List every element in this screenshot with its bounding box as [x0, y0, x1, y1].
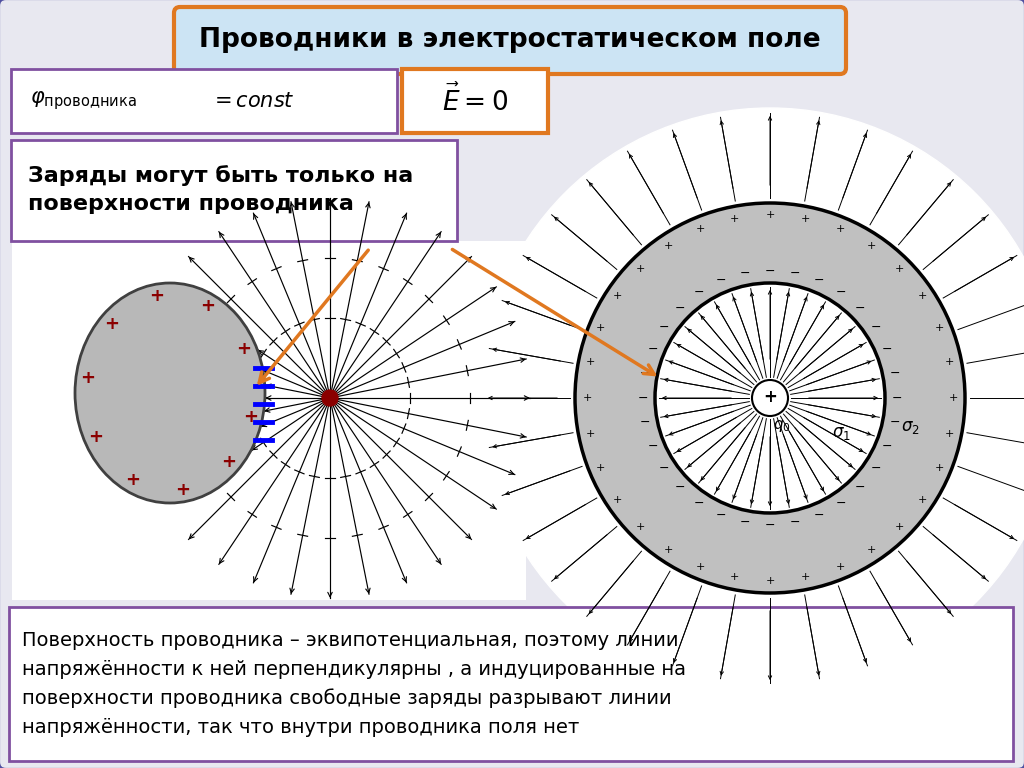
- Text: +: +: [867, 241, 877, 251]
- Text: +: +: [664, 545, 673, 555]
- Text: +: +: [765, 210, 775, 220]
- Text: +: +: [763, 388, 777, 406]
- Text: Проводники в электростатическом поле: Проводники в электростатическом поле: [200, 27, 821, 53]
- Text: +: +: [636, 263, 645, 273]
- Text: +: +: [934, 463, 944, 473]
- Text: +: +: [664, 241, 673, 251]
- Text: −: −: [892, 392, 902, 405]
- Text: −: −: [870, 462, 881, 475]
- Text: +: +: [81, 369, 95, 386]
- Text: +: +: [596, 323, 605, 333]
- Circle shape: [655, 283, 885, 513]
- Text: −: −: [882, 343, 893, 356]
- Text: +: +: [695, 224, 705, 234]
- FancyBboxPatch shape: [174, 7, 846, 74]
- Text: −: −: [640, 367, 650, 379]
- Text: +: +: [583, 393, 592, 403]
- Text: −: −: [659, 321, 670, 334]
- Text: −: −: [882, 440, 893, 453]
- Text: −: −: [855, 482, 865, 495]
- Circle shape: [575, 203, 965, 593]
- FancyBboxPatch shape: [11, 69, 397, 133]
- Text: +: +: [221, 453, 237, 472]
- Text: +: +: [945, 429, 954, 439]
- FancyBboxPatch shape: [11, 140, 457, 241]
- Text: −: −: [740, 516, 751, 529]
- Text: +: +: [200, 296, 215, 315]
- Text: +: +: [586, 429, 595, 439]
- Text: $= const$: $= const$: [210, 91, 295, 111]
- Text: +: +: [730, 572, 739, 582]
- Text: −: −: [870, 321, 881, 334]
- Text: −: −: [836, 286, 846, 299]
- Text: −: −: [855, 302, 865, 315]
- Text: +: +: [948, 393, 957, 403]
- Text: −: −: [659, 462, 670, 475]
- Text: −: −: [790, 516, 800, 529]
- Text: −: −: [889, 416, 900, 429]
- Text: +: +: [613, 495, 623, 505]
- Text: −: −: [740, 267, 751, 280]
- Text: +: +: [636, 522, 645, 532]
- Text: +: +: [918, 495, 927, 505]
- Text: −: −: [889, 367, 900, 379]
- Text: +: +: [918, 291, 927, 301]
- Text: +: +: [895, 522, 904, 532]
- Text: −: −: [675, 482, 685, 495]
- Text: $q_0$: $q_0$: [773, 418, 791, 434]
- Text: −: −: [694, 286, 705, 299]
- Text: +: +: [613, 291, 623, 301]
- Text: $\sigma_1$: $\sigma_1$: [831, 423, 851, 442]
- Text: −: −: [647, 343, 657, 356]
- Text: +: +: [586, 357, 595, 367]
- Text: +: +: [695, 562, 705, 572]
- Text: −: −: [716, 509, 727, 521]
- Text: −: −: [638, 392, 648, 405]
- Text: +: +: [867, 545, 877, 555]
- Text: $\sigma_2$: $\sigma_2$: [901, 419, 920, 436]
- Text: −: −: [813, 274, 824, 287]
- Text: +: +: [596, 463, 605, 473]
- Text: +: +: [836, 562, 845, 572]
- Circle shape: [752, 380, 788, 416]
- Text: −: −: [836, 497, 846, 510]
- Text: −: −: [647, 440, 657, 453]
- FancyBboxPatch shape: [9, 607, 1013, 761]
- Text: −: −: [716, 274, 727, 287]
- Text: +: +: [730, 214, 739, 223]
- Text: +: +: [237, 339, 252, 358]
- Text: +: +: [945, 357, 954, 367]
- Text: −: −: [765, 264, 775, 277]
- Text: Заряды могут быть только на
поверхности проводника: Заряды могут быть только на поверхности …: [28, 166, 414, 214]
- Text: +: +: [836, 224, 845, 234]
- Text: +: +: [801, 214, 810, 223]
- Text: $\vec{E} = 0$: $\vec{E} = 0$: [442, 84, 508, 118]
- Circle shape: [480, 108, 1024, 688]
- Text: +: +: [125, 472, 140, 489]
- Text: +: +: [934, 323, 944, 333]
- Text: +: +: [103, 315, 119, 333]
- Text: −: −: [640, 416, 650, 429]
- Text: +: +: [243, 409, 258, 426]
- Text: +: +: [88, 429, 103, 446]
- Text: +: +: [801, 572, 810, 582]
- Text: $\varphi_{\mathsf{проводника}}$: $\varphi_{\mathsf{проводника}}$: [30, 90, 136, 112]
- Text: +: +: [765, 576, 775, 586]
- Ellipse shape: [75, 283, 265, 503]
- Text: +: +: [175, 481, 190, 498]
- Text: −: −: [765, 518, 775, 531]
- Text: Поверхность проводника – эквипотенциальная, поэтому линии
напряжённости к ней пе: Поверхность проводника – эквипотенциальн…: [22, 631, 686, 737]
- Text: −: −: [694, 497, 705, 510]
- Circle shape: [322, 390, 338, 406]
- Text: −: −: [813, 509, 824, 521]
- Text: +: +: [150, 287, 165, 305]
- Text: +: +: [895, 263, 904, 273]
- Text: −: −: [790, 267, 800, 280]
- FancyBboxPatch shape: [12, 241, 526, 600]
- Text: −: −: [675, 302, 685, 315]
- FancyBboxPatch shape: [402, 69, 548, 133]
